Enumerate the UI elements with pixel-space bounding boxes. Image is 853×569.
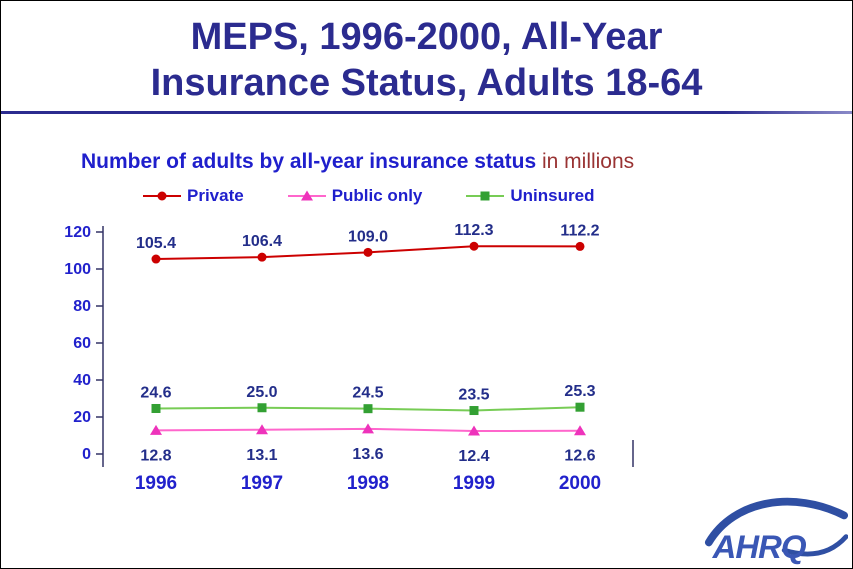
x-category-label: 1999 [453, 473, 495, 494]
marker-triangle [574, 425, 586, 436]
slide-title-line2: Insurance Status, Adults 18-64 [150, 61, 703, 104]
y-tick-label: 20 [73, 409, 91, 426]
value-label: 25.0 [246, 384, 277, 401]
y-tick-label: 120 [64, 224, 91, 241]
legend-label: Uninsured [510, 186, 595, 205]
marker-square [151, 403, 161, 413]
y-tick-label: 60 [73, 335, 91, 352]
marker-square [363, 404, 373, 414]
value-label: 23.5 [458, 387, 489, 404]
value-label: 112.2 [560, 222, 599, 239]
legend-item-private: Private [143, 186, 244, 206]
legend-label: Private [187, 186, 244, 205]
y-tick-label: 0 [82, 446, 91, 463]
marker-square [257, 403, 267, 413]
value-label: 24.5 [352, 385, 383, 402]
y-tick-label: 80 [73, 298, 91, 315]
legend-item-public-only: Public only [287, 186, 423, 206]
value-label: 25.3 [564, 383, 595, 400]
value-label: 13.6 [352, 446, 383, 463]
marker-circle [151, 254, 161, 264]
chart-legend: Private Public only Uninsured [143, 186, 594, 206]
legend-item-uninsured: Uninsured [466, 186, 594, 206]
legend-marker-triangle-icon [287, 190, 326, 201]
legend-label: Public only [331, 186, 423, 205]
logo-swoosh-bottom-icon [781, 534, 848, 557]
value-label: 112.3 [454, 222, 493, 239]
x-category-label: 1997 [241, 473, 283, 494]
marker-triangle [468, 425, 480, 436]
value-label: 105.4 [136, 235, 176, 252]
marker-triangle [150, 424, 162, 435]
marker-triangle [362, 423, 374, 434]
title-underline [1, 111, 852, 114]
line-chart: 0 20 40 60 80 100 120 1996 1997 1998 1999 2000 105.4… [64, 222, 634, 494]
legend-marker-circle-icon [143, 191, 181, 201]
chart-subtitle-units: in millions [536, 150, 635, 173]
value-label: 12.6 [564, 448, 595, 465]
value-label: 24.6 [140, 384, 171, 401]
marker-circle [575, 241, 585, 251]
logo-swoosh-top-icon [704, 497, 848, 547]
value-label: 13.1 [246, 447, 277, 464]
marker-circle [363, 247, 373, 257]
logo-text: AHRQ [712, 528, 807, 565]
value-label: 12.4 [458, 448, 489, 465]
legend-marker-square-icon [466, 191, 505, 201]
y-tick-label: 100 [64, 261, 91, 278]
y-tick-label: 40 [73, 372, 91, 389]
x-category-label: 1996 [135, 473, 177, 494]
slide-title: MEPS, 1996-2000, All-Year Insurance Stat… [1, 15, 852, 106]
marker-square [469, 406, 479, 416]
x-category-label: 2000 [559, 473, 601, 494]
marker-triangle [256, 424, 268, 435]
marker-square [575, 402, 585, 412]
slide-title-line1: MEPS, 1996-2000, All-Year [190, 16, 663, 58]
value-label: 106.4 [242, 233, 282, 250]
chart-subtitle: Number of adults by all-year insurance s… [81, 150, 634, 174]
value-label: 12.8 [140, 447, 171, 464]
marker-circle [257, 252, 267, 262]
ahrq-logo: AHRQ [704, 497, 848, 565]
value-label: 109.0 [348, 228, 388, 245]
x-category-label: 1998 [347, 473, 389, 494]
chart-subtitle-text: Number of adults by all-year insurance s… [81, 150, 537, 173]
marker-circle [469, 241, 479, 251]
